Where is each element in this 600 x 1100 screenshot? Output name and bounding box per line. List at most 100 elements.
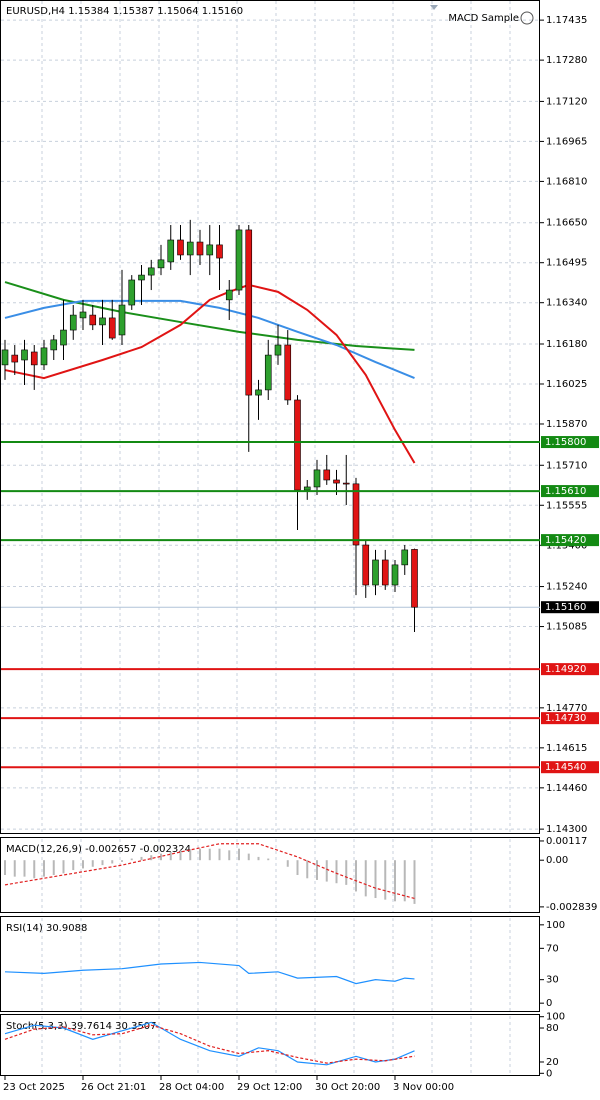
histogram-bar [394,860,396,902]
candle-body [391,564,399,586]
y-tick-label: 1.16810 [546,176,587,187]
histogram-bar [189,850,192,861]
histogram-bar [247,853,250,861]
level-label-box [541,761,599,774]
pane-title: RSI(14) 30.9088 [6,923,87,934]
macd-pane-frame [0,837,540,913]
y-tick-label: 1.14615 [546,743,587,754]
level-label: 1.15610 [545,486,586,497]
histogram-bar [267,858,270,861]
candle-body [99,317,106,326]
histogram-bar [91,860,94,867]
candle-body [313,469,321,488]
y-tick-label: -0.002839 [546,902,597,913]
histogram-bar [150,855,153,861]
candle-body [60,329,67,346]
y-tick-label: 1.16180 [546,339,587,350]
histogram-bar [160,853,162,861]
candle-body [342,482,350,485]
histogram-bar [335,860,338,884]
indicator-line [4,843,415,899]
candle-body [40,347,48,366]
histogram-bar [72,860,75,871]
histogram-bar [169,851,172,861]
candle-body [401,549,409,566]
candle-body [284,344,292,401]
level-label: 1.15420 [545,535,586,546]
histogram-bar [345,860,348,885]
y-tick-label: 1.17120 [546,96,587,107]
level-label: 1.14920 [545,664,586,675]
candle-body [118,304,126,336]
scroll-marker [430,5,438,10]
y-tick-label: 1.15555 [546,500,587,511]
y-tick-label: 70 [546,943,559,954]
x-tick-label: 28 Oct 04:00 [159,1082,224,1093]
candle-body [411,549,418,608]
x-tick-label: 26 Oct 21:01 [81,1082,146,1093]
histogram-bar [218,848,221,861]
candle-body [225,289,233,301]
stoch-pane-frame [0,1014,540,1076]
candle-body [372,559,379,586]
y-tick-label: 100 [546,1012,565,1023]
histogram-bar [208,848,211,861]
histogram-bar [140,856,143,861]
y-tick-label: 1.16340 [546,298,587,309]
expert-icon [520,11,534,25]
histogram-bar [364,860,367,897]
level-label: 1.14730 [545,713,586,724]
candle-body [245,229,253,396]
histogram-bar [306,860,309,879]
candle-body [108,317,116,339]
y-tick-label: 0.00 [546,855,568,866]
level-label-box [541,712,599,725]
candle-body [196,241,204,256]
candle-body [21,349,28,361]
candle-body [30,351,38,366]
histogram-bar [355,860,357,892]
histogram-bar [121,860,123,862]
histogram-bar [238,848,240,861]
candle-body [255,389,262,396]
pane-title: Stoch(5,3,3) 39.7614 30.3507 [6,1021,157,1032]
candle-body [235,229,243,291]
last-price-label: 1.15160 [545,602,586,613]
candle-body [186,241,194,256]
indicator-line [4,961,415,985]
y-tick-label: 1.17280 [546,55,587,66]
y-tick-label: 1.15240 [546,582,587,593]
x-tick-label: 3 Nov 00:00 [393,1082,454,1093]
last-price-box [541,601,599,614]
candle-body [333,479,340,484]
candle-body [323,469,331,481]
candle-body [216,244,223,259]
histogram-bar [82,860,84,869]
histogram-bar [384,860,387,900]
candle-body [303,486,311,491]
candle-body [362,544,370,586]
candle-body [69,314,77,331]
indicator-line [4,1021,415,1066]
histogram-bar [199,848,201,861]
level-label: 1.14540 [545,762,586,773]
histogram-bar [33,860,36,879]
candle-body [167,239,175,263]
histogram-bar [296,860,299,875]
indicator-name: MACD Sample [448,13,519,24]
y-tick-label: 1.16495 [546,258,587,269]
histogram-bar [130,858,133,861]
histogram-bar [374,860,377,899]
level-label: 1.15800 [545,437,586,448]
y-tick-label: 20 [546,1057,559,1068]
histogram-bar [325,860,328,882]
rsi-pane-frame [0,916,540,1012]
y-tick-label: 1.16025 [546,379,587,390]
y-tick-label: 1.17435 [546,15,587,26]
pane-title: MACD(12,26,9) -0.002657 -0.002324 [6,844,191,855]
y-tick-label: 1.15870 [546,419,587,430]
x-tick-label: 29 Oct 12:00 [237,1082,302,1093]
candle-body [79,311,87,319]
histogram-bar [403,860,406,902]
histogram-bar [111,860,114,864]
